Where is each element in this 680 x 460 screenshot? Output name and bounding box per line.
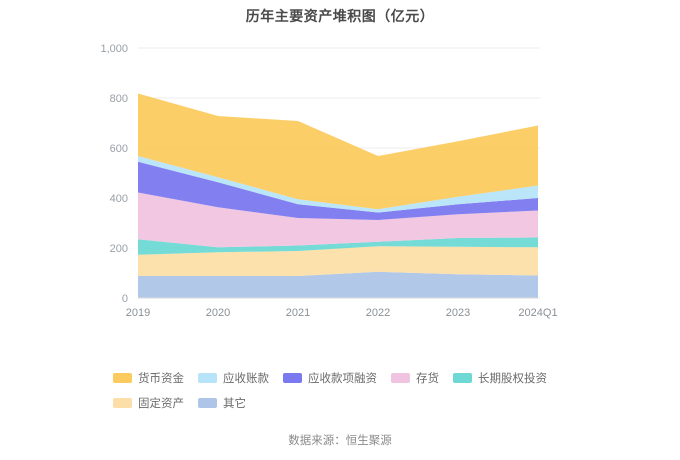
legend-label: 长期股权投资: [478, 373, 547, 385]
legend-label: 应收账款: [223, 373, 269, 385]
y-axis-tick-label: 0: [122, 293, 128, 305]
data-source-note: 数据来源：恒生聚源: [288, 435, 392, 447]
y-axis-tick-label: 1,000: [100, 43, 128, 55]
area-series: [138, 161, 538, 220]
legend-swatch-icon: [113, 398, 132, 408]
area-series-group: [138, 93, 538, 298]
legend-swatch-icon: [391, 373, 410, 383]
legend-item-5[interactable]: 固定资产: [113, 395, 184, 411]
y-axis-tick-label: 200: [110, 243, 128, 255]
area-series: [138, 246, 538, 276]
y-axis-tick-label: 800: [110, 93, 128, 105]
legend-item-6[interactable]: 其它: [198, 395, 246, 411]
legend-swatch-icon: [453, 373, 472, 383]
legend-item-4[interactable]: 长期股权投资: [453, 370, 547, 386]
chart-legend: 货币资金 应收账款 应收款项融资 存货 长期股权投资固定资产 其它: [113, 370, 583, 420]
x-axis-tick-label: 2022: [366, 307, 390, 319]
x-axis-tick-label: 2023: [446, 307, 470, 319]
legend-item-1[interactable]: 应收账款: [198, 370, 269, 386]
x-axis-tick-label: 2021: [286, 307, 310, 319]
legend-label: 固定资产: [138, 398, 184, 410]
y-axis-tick-labels: 0 200 400 600 800 1,000: [100, 43, 128, 305]
y-axis-tick-label: 400: [110, 193, 128, 205]
legend-swatch-icon: [198, 373, 217, 383]
legend-item-0[interactable]: 货币资金: [113, 370, 184, 386]
area-series: [138, 192, 538, 248]
x-axis-tick-label: 2019: [126, 307, 150, 319]
x-axis-tick-label: 2024Q1: [518, 307, 557, 319]
page-title: 历年主要资产堆积图（亿元）: [245, 8, 435, 24]
legend-swatch-icon: [198, 398, 217, 408]
plot-area: 0 200 400 600 800 1,000 2019 2020 2021 2022 2023 2…: [100, 43, 558, 319]
legend-item-3[interactable]: 存货: [391, 370, 439, 386]
area-series: [138, 271, 538, 298]
legend-label: 其它: [223, 398, 246, 410]
legend-label: 货币资金: [138, 373, 184, 385]
legend-swatch-icon: [283, 373, 302, 383]
legend-item-2[interactable]: 应收款项融资: [283, 370, 377, 386]
legend-label: 应收款项融资: [308, 373, 377, 385]
area-series: [138, 93, 538, 210]
x-axis-tick-labels: 2019 2020 2021 2022 2023 2024Q1: [126, 307, 558, 319]
area-series: [138, 237, 538, 255]
y-axis-tick-label: 600: [110, 143, 128, 155]
x-axis-tick-label: 2020: [206, 307, 230, 319]
legend-label: 存货: [416, 373, 439, 385]
legend-swatch-icon: [113, 373, 132, 383]
